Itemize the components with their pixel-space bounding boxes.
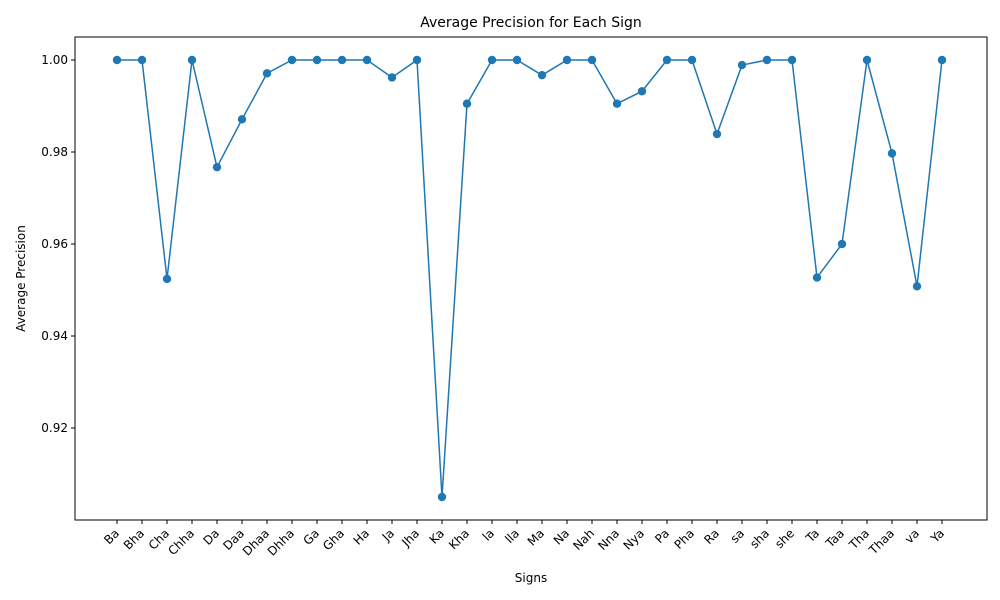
data-point — [337, 55, 347, 65]
data-point — [637, 87, 647, 96]
data-point — [412, 55, 422, 65]
data-point — [312, 55, 322, 65]
data-point — [912, 282, 922, 291]
data-point — [787, 55, 797, 65]
data-point — [462, 99, 472, 108]
data-point — [212, 162, 222, 172]
chart-title: Average Precision for Each Sign — [420, 15, 642, 31]
data-point — [537, 70, 547, 80]
data-point — [762, 55, 772, 65]
data-point — [687, 55, 697, 65]
data-point — [587, 55, 597, 65]
data-point — [187, 55, 197, 65]
data-point — [862, 55, 872, 65]
data-point — [262, 69, 272, 78]
y-tick-label: 0.94 — [41, 329, 68, 343]
data-point — [112, 55, 122, 65]
data-point — [937, 55, 947, 65]
data-point — [362, 55, 372, 65]
data-point — [737, 60, 747, 70]
data-point — [562, 55, 572, 65]
data-point — [512, 55, 522, 65]
data-point — [437, 492, 447, 502]
plot-frame — [74, 36, 988, 521]
data-point — [387, 73, 397, 82]
data-point — [237, 115, 247, 124]
data-point — [812, 273, 822, 282]
y-tick-label: 0.92 — [41, 421, 68, 435]
data-point — [887, 149, 897, 158]
y-tick-label: 0.96 — [41, 237, 68, 251]
data-point — [712, 129, 722, 139]
data-point — [487, 55, 497, 65]
y-tick-label: 0.98 — [41, 145, 68, 159]
y-axis-label: Average Precision — [14, 225, 28, 332]
data-point — [612, 99, 622, 108]
data-point — [837, 239, 847, 249]
data-point — [287, 55, 297, 65]
data-point — [162, 274, 172, 284]
x-axis-label: Signs — [515, 571, 547, 585]
data-point — [662, 55, 672, 65]
series-line — [117, 59, 943, 498]
data-point — [137, 55, 147, 65]
y-tick-label: 1.00 — [41, 53, 68, 67]
